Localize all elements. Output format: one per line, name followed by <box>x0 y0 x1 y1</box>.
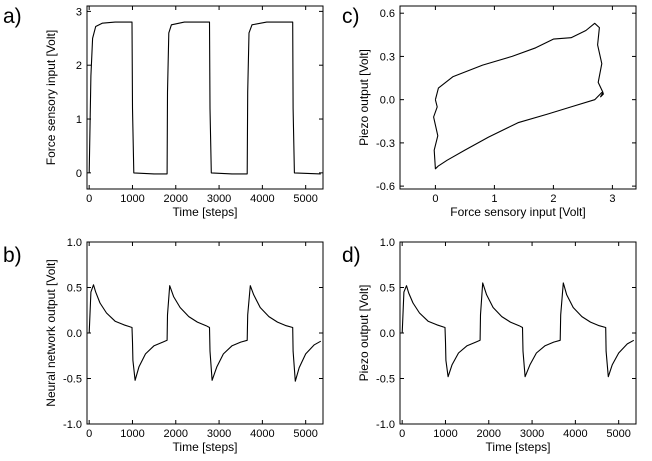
x-tick-label: 5000 <box>293 428 317 440</box>
y-tick-label: 0.0 <box>67 328 82 340</box>
y-axis-label: Force sensory input [Volt] <box>44 30 58 165</box>
x-tick-label: 2000 <box>164 428 188 440</box>
x-tick-label: 3000 <box>207 428 231 440</box>
y-tick-label: 0.5 <box>380 283 395 295</box>
series-line <box>433 22 605 170</box>
y-tick-label: 1.0 <box>380 237 395 249</box>
plot-frame <box>86 241 324 425</box>
x-axis-label: Time [steps] <box>173 440 238 454</box>
x-tick-label: 1000 <box>120 428 144 440</box>
x-tick-label: 1000 <box>120 193 144 205</box>
y-axis-label: Piezo output [Volt] <box>357 49 371 146</box>
x-tick-label: 0 <box>86 193 92 205</box>
y-tick-label: 0.0 <box>380 95 395 107</box>
y-tick-label: 1.0 <box>67 237 82 249</box>
y-tick-label: 0.5 <box>67 283 82 295</box>
plot-frame <box>399 241 637 425</box>
y-axis-label: Neural network output [Volt] <box>44 259 58 406</box>
x-tick-label: 2000 <box>164 193 188 205</box>
y-tick-label: -1.0 <box>63 419 82 431</box>
panel-d: d) 0 1000 2000 3000 4000 5000 -1.0 -0.5 0.0 0.5 1.0… <box>342 237 637 454</box>
y-tick-label: 0 <box>76 168 82 180</box>
panel-a: a) 0 1000 2000 3000 4000 5000 0 1 2 3 Time [steps] F… <box>3 5 324 219</box>
x-axis-label: Time [steps] <box>173 205 238 219</box>
y-tick-label: 3 <box>76 6 82 18</box>
y-tick-label: -1.0 <box>376 419 395 431</box>
x-tick-label: 3000 <box>520 428 544 440</box>
plot-frame <box>399 5 637 190</box>
series-line <box>401 282 635 378</box>
x-tick-label: 0 <box>86 428 92 440</box>
x-tick-label: 5000 <box>606 428 630 440</box>
x-tick-label: 2 <box>550 193 556 205</box>
y-tick-label: 2 <box>76 60 82 72</box>
panel-label: b) <box>3 244 22 267</box>
x-tick-label: 1 <box>491 193 497 205</box>
x-tick-label: 4000 <box>250 428 274 440</box>
y-tick-label: 0.0 <box>380 328 395 340</box>
y-tick-label: -0.3 <box>376 138 395 150</box>
x-tick-label: 2000 <box>477 428 501 440</box>
x-axis-label: Time [steps] <box>486 440 551 454</box>
x-tick-label: 3 <box>609 193 615 205</box>
panel-label: d) <box>342 244 361 267</box>
x-tick-label: 0 <box>432 193 438 205</box>
y-tick-label: 0.6 <box>380 8 395 20</box>
panel-label: a) <box>3 5 22 28</box>
plot-frame <box>86 5 324 190</box>
y-tick-label: 0.3 <box>380 51 395 63</box>
y-axis-label: Piezo output [Volt] <box>357 285 371 382</box>
x-tick-label: 4000 <box>563 428 587 440</box>
y-tick-label: -0.5 <box>63 374 82 386</box>
x-tick-label: 3000 <box>207 193 231 205</box>
x-tick-label: 1000 <box>433 428 457 440</box>
x-axis-label: Force sensory input [Volt] <box>450 205 585 219</box>
y-tick-label: -0.6 <box>376 181 395 193</box>
panel-b: b) 0 1000 2000 3000 4000 5000 -1.0 -0.5 0.0 0.5 1.0… <box>3 237 324 454</box>
panel-c: c) 0 1 2 3 -0.6 -0.3 0.0 0.3 0.6 Force sensory inp… <box>342 5 637 219</box>
series-line <box>88 284 322 382</box>
x-tick-label: 5000 <box>293 193 317 205</box>
series-line <box>88 21 321 175</box>
x-tick-label: 0 <box>399 428 405 440</box>
y-tick-label: 1 <box>76 114 82 126</box>
y-tick-label: -0.5 <box>376 374 395 386</box>
x-tick-label: 4000 <box>250 193 274 205</box>
panel-label: c) <box>342 5 360 28</box>
